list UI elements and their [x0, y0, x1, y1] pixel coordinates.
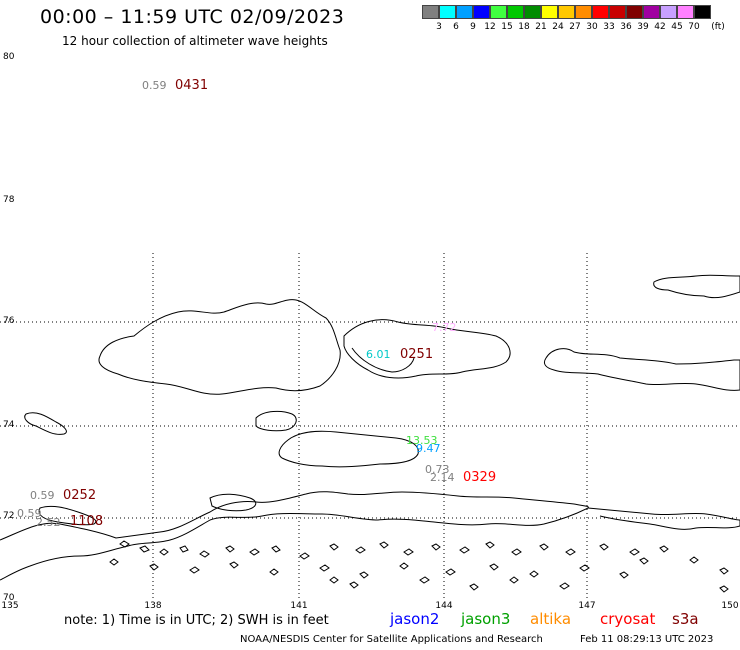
lat-label-72: 72: [3, 511, 15, 521]
satellite-legend-cryosat: cryosat: [600, 610, 656, 628]
scale-label: 21: [535, 22, 547, 32]
obs-height: 2.52: [36, 516, 61, 529]
lat-label-76: 76: [3, 316, 15, 326]
scale-label: 12: [484, 22, 496, 32]
footer-credit: NOAA/NESDIS Center for Satellite Applica…: [240, 634, 543, 645]
scale-label: 36: [620, 22, 632, 32]
lon-label-135: 135: [1, 601, 19, 611]
obs-height: 0.73: [425, 463, 450, 476]
scale-swatch-9: [575, 5, 592, 19]
scale-swatch-3: [473, 5, 490, 19]
map-subtitle: 12 hour collection of altimeter wave hei…: [62, 34, 328, 48]
scale-swatch-0: [422, 5, 439, 19]
scale-swatch-12: [626, 5, 643, 19]
mainland-coast: [0, 491, 589, 581]
scale-label: 45: [671, 22, 683, 32]
obs-time: 0251: [400, 347, 434, 362]
island-small-north: [255, 410, 297, 432]
scale-labels: 3 6 9 12 15 18 21 24 27 30 33 36 39 42 4…: [422, 22, 740, 34]
scale-unit-label: (ft): [711, 22, 725, 32]
scale-swatch-1: [439, 5, 456, 19]
island-ne: [653, 274, 740, 299]
scale-label: 3: [436, 22, 442, 32]
scale-swatch-10: [592, 5, 609, 19]
footer-timestamp: Feb 11 08:29:13 UTC 2023: [580, 634, 714, 645]
scale-swatch-13: [643, 5, 660, 19]
scale-swatch-15: [677, 5, 694, 19]
lon-gridlines: [152, 253, 588, 600]
island-novaya-sibir-inlet: [351, 347, 415, 373]
scale-label: 39: [637, 22, 649, 32]
obs-height: 6.01: [366, 348, 391, 361]
mainland-coast-east: [587, 507, 740, 530]
scale-label: 9: [470, 22, 476, 32]
lon-label-138: 138: [144, 601, 162, 611]
satellite-legend-s3a: s3a: [672, 610, 699, 628]
lon-label-150: 150: [721, 601, 739, 611]
delta-islets: [119, 540, 669, 560]
island-lyakhovsky: [278, 430, 419, 468]
satellite-legend-jason3: jason3: [461, 610, 511, 628]
scale-label: 24: [552, 22, 564, 32]
obs-height: 9.47: [416, 442, 441, 455]
delta-islets-2: [109, 556, 729, 579]
scale-swatch-5: [507, 5, 524, 19]
scale-label: 6: [453, 22, 459, 32]
scale-swatch-7: [541, 5, 558, 19]
island-west: [24, 412, 67, 435]
lat-label-80: 80: [3, 52, 15, 62]
obs-time: 0329: [463, 470, 497, 485]
obs-height: 13.53: [406, 434, 438, 447]
obs-height: 0.59: [30, 489, 55, 502]
coastlines: [0, 274, 740, 593]
scale-label: 33: [603, 22, 615, 32]
island-mid-south: [209, 493, 257, 512]
lon-label-147: 147: [578, 601, 596, 611]
scale-label: 15: [501, 22, 513, 32]
obs-height: 0.59: [142, 79, 167, 92]
obs-time: 0252: [63, 488, 97, 503]
obs-time: 0431: [175, 78, 209, 93]
island-east: [543, 348, 740, 391]
scale-label: 42: [654, 22, 666, 32]
satellite-legend-jason2: jason2: [390, 610, 440, 628]
island-kotelny: [98, 299, 341, 395]
scale-swatch-2: [456, 5, 473, 19]
lon-label-144: 144: [435, 601, 453, 611]
lat-label-74: 74: [3, 420, 15, 430]
scale-label: 70: [688, 22, 700, 32]
units-note: note: 1) Time is in UTC; 2) SWH is in fe…: [64, 613, 329, 628]
obs-height: 2.14: [430, 471, 455, 484]
obs-height: 0.59: [17, 507, 42, 520]
island-red-border: [38, 505, 97, 526]
wave-height-color-scale: [422, 5, 711, 19]
satellite-legend-altika: altika: [530, 610, 572, 628]
map-title: 00:00 – 11:59 UTC 02/09/2023: [40, 6, 345, 28]
scale-swatch-16: [694, 5, 711, 19]
scale-swatch-8: [558, 5, 575, 19]
scale-swatch-6: [524, 5, 541, 19]
scale-swatch-11: [609, 5, 626, 19]
island-novaya-sibir: [343, 319, 511, 379]
lat-label-70: 70: [3, 593, 15, 603]
scale-label: 30: [586, 22, 598, 32]
lat-gridlines: [0, 321, 740, 519]
lon-label-141: 141: [290, 601, 308, 611]
obs-height: 7.72: [432, 321, 457, 334]
delta-islets-3: [329, 557, 729, 593]
scale-swatch-4: [490, 5, 507, 19]
lat-label-78: 78: [3, 195, 15, 205]
obs-time: 1108: [70, 514, 104, 529]
scale-label: 18: [518, 22, 530, 32]
scale-label: 27: [569, 22, 581, 32]
scale-swatch-14: [660, 5, 677, 19]
